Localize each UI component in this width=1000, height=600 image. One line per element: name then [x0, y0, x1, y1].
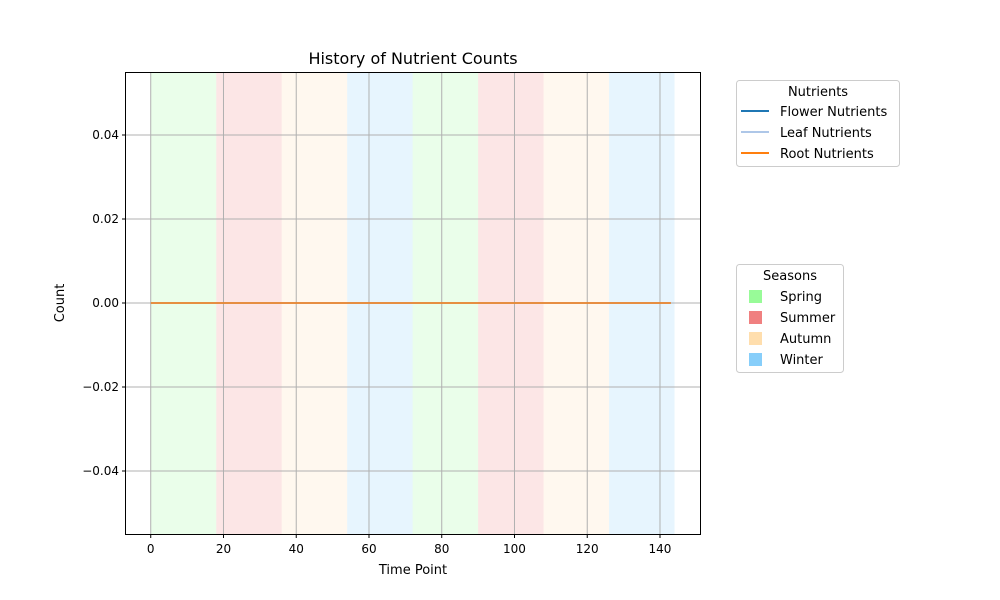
legend-label: Flower Nutrients [780, 105, 888, 120]
x-axis-ticks: 0 20 40 60 80 100 120 140 [147, 534, 672, 556]
y-axis-label: Count [53, 284, 68, 323]
y-tick-label: 0.00 [92, 296, 119, 310]
legend-label: Root Nutrients [780, 147, 874, 162]
chart-title: History of Nutrient Counts [308, 49, 517, 68]
nutrients-legend-items: Flower Nutrients Leaf Nutrients Root Nutri… [741, 105, 888, 162]
legend-label: Leaf Nutrients [780, 126, 872, 141]
legend-label: Summer [780, 311, 836, 326]
legend-label: Autumn [780, 332, 831, 347]
x-tick-label: 20 [216, 542, 231, 556]
x-tick-label: 60 [361, 542, 376, 556]
seasons-legend-title: Seasons [763, 269, 817, 284]
nutrients-legend-frame [736, 80, 900, 167]
legend-color-swatch [749, 311, 762, 324]
y-tick-label: −0.04 [82, 464, 119, 478]
y-tick-label: 0.04 [92, 128, 119, 142]
x-tick-label: 100 [503, 542, 526, 556]
legend-label: Spring [780, 290, 822, 305]
x-tick-label: 40 [289, 542, 304, 556]
nutrients-legend-title: Nutrients [788, 85, 848, 100]
x-tick-label: 80 [434, 542, 449, 556]
legend-label: Winter [780, 353, 824, 368]
x-tick-label: 140 [649, 542, 672, 556]
x-tick-label: 120 [576, 542, 599, 556]
y-axis-ticks: −0.04 −0.02 0.00 0.02 0.04 [82, 128, 126, 478]
seasons-legend-frame [736, 264, 844, 373]
x-tick-label: 0 [147, 542, 155, 556]
seasons-legend: Seasons Spring Summer Autumn Winter [736, 264, 844, 373]
nutrients-legend: Nutrients Flower Nutrients Leaf Nutrients… [736, 80, 900, 167]
legend-color-swatch [749, 290, 762, 303]
y-tick-label: −0.02 [82, 380, 119, 394]
legend-color-swatch [749, 353, 762, 366]
seasons-legend-items: Spring Summer Autumn Winter [749, 290, 836, 368]
legend-color-swatch [749, 332, 762, 345]
y-tick-label: 0.02 [92, 212, 119, 226]
x-axis-label: Time Point [378, 563, 447, 578]
